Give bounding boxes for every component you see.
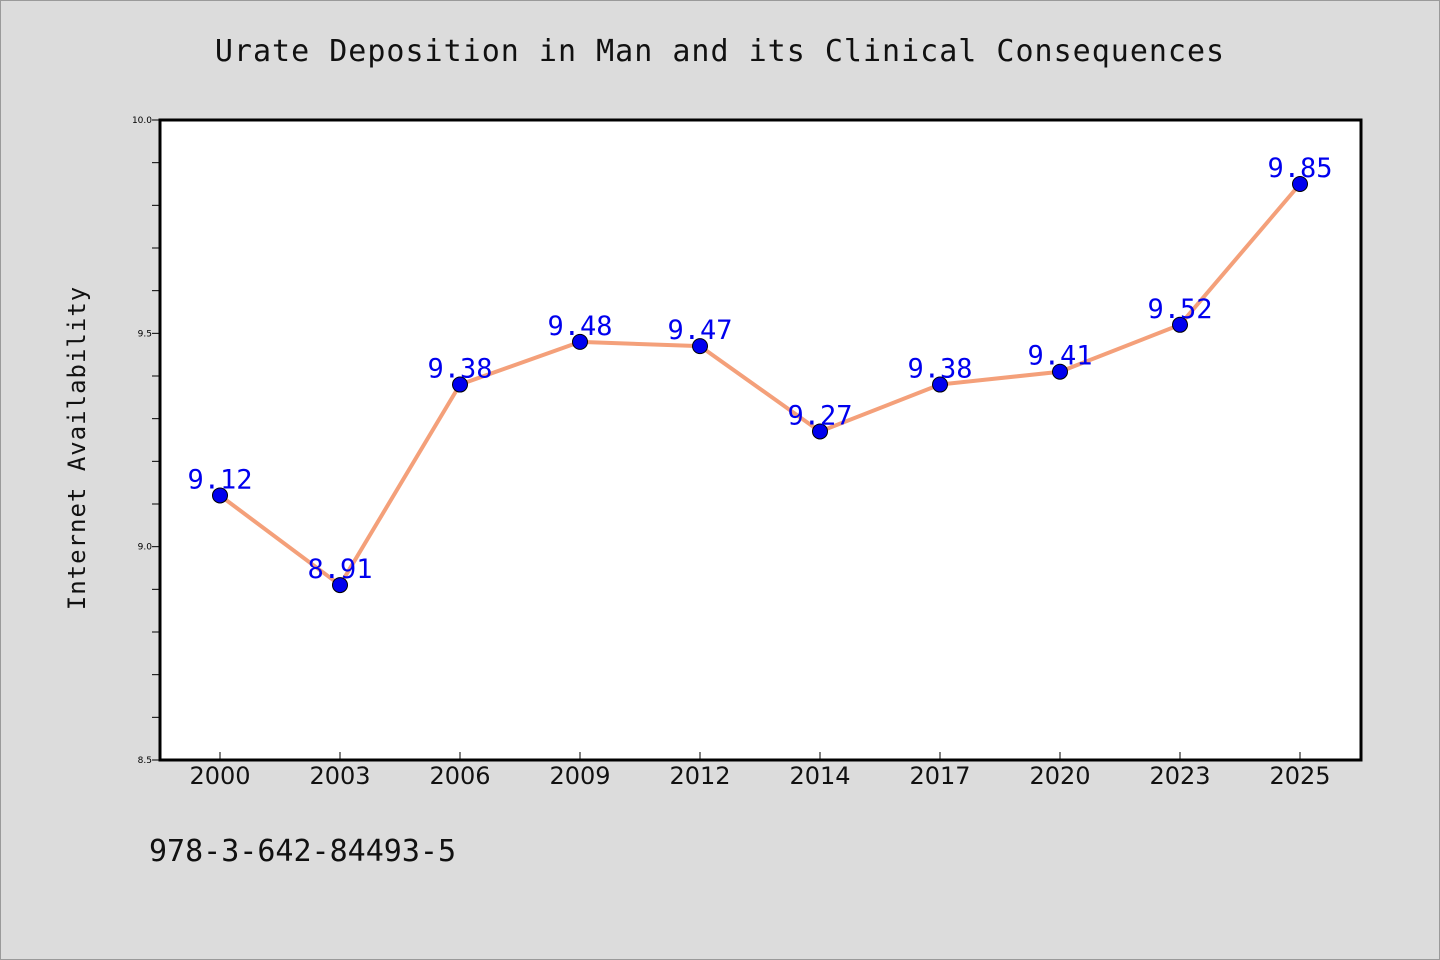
plot-border [158,118,1363,762]
data-point [812,423,828,440]
isbn-footer: 978-3-642-84493-5 [149,834,457,869]
x-tick-label: 2000 [189,762,250,790]
data-point [1052,363,1068,380]
x-tick-label: 2025 [1269,762,1330,790]
data-point [332,577,348,594]
data-point [572,333,588,350]
data-label: 9.85 [1267,153,1332,184]
data-point [932,376,948,393]
x-tick-label: 2012 [669,762,730,790]
x-tick-label: 2017 [909,762,970,790]
data-label: 9.47 [667,315,732,346]
x-tick-label: 2003 [309,762,370,790]
data-label: 9.52 [1147,294,1212,325]
data-label: 9.41 [1027,341,1092,372]
data-label: 8.91 [307,554,372,585]
chart-title: Urate Deposition in Man and its Clinical… [214,34,1226,69]
x-tick-label: 2009 [549,762,610,790]
data-point [452,376,468,393]
data-point [212,487,228,504]
data-label: 9.38 [427,354,492,385]
y-tick-label: 9.0 [138,543,153,553]
x-axis: 2000 2003 2006 2009 2012 2014 2017 2020 2023 2025 [189,752,1331,790]
series-line [218,182,1302,588]
data-label: 9.12 [187,464,252,495]
x-tick-label: 2023 [1149,762,1210,790]
data-label: 9.38 [907,354,972,385]
x-tick-label: 2014 [789,762,850,790]
x-tick-label: 2006 [429,762,490,790]
data-label: 9.27 [787,400,852,431]
y-tick-label: 9.5 [138,329,152,339]
data-markers [212,176,1308,594]
data-label: 9.48 [547,311,612,342]
plot-area [160,120,1361,760]
data-labels: 9.12 8.91 9.38 9.48 9.47 9.27 9.38 9.41 9.52 9.85 [187,153,1332,585]
data-point [1292,176,1308,192]
x-tick-label: 2020 [1029,762,1090,790]
y-tick-label: 10.0 [132,116,152,126]
data-point [1172,316,1188,333]
y-axis: 8.5 9.0 9.5 10.0 [132,116,160,766]
y-tick-label: 8.5 [138,756,152,766]
data-point [692,338,708,355]
